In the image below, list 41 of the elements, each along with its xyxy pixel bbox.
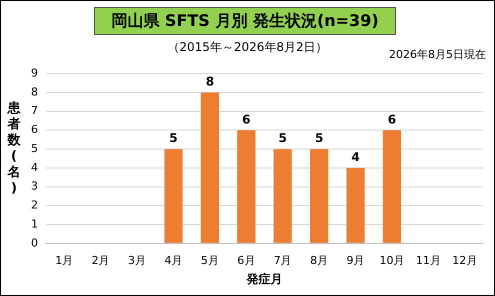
data-label: 5 xyxy=(314,131,324,146)
x-tick-label: 7月 xyxy=(274,254,292,267)
y-tick-label: 9 xyxy=(31,66,38,80)
x-axis-title: 発症月 xyxy=(246,272,282,286)
data-label: 8 xyxy=(206,74,214,89)
y-tick-label: 1 xyxy=(31,217,38,230)
bar xyxy=(237,130,256,243)
y-tick-label: 2 xyxy=(31,198,38,212)
x-tick-label: 6月 xyxy=(237,254,256,267)
data-label: 5 xyxy=(169,131,178,146)
text: 2026年8月5日現在 xyxy=(389,47,486,62)
y-tick-label: 4 xyxy=(31,160,38,174)
data-label: 6 xyxy=(242,112,250,126)
x-tick-label: 8月 xyxy=(310,254,328,267)
bar xyxy=(274,149,292,243)
bar xyxy=(164,149,183,243)
bar xyxy=(310,149,328,243)
y-tick-label: 0 xyxy=(31,236,38,250)
data-label: 5 xyxy=(278,131,287,146)
data-label: 4 xyxy=(351,150,360,164)
y-tick-label: 8 xyxy=(31,85,38,98)
data-label: 6 xyxy=(388,112,396,126)
chart-title: 岡山県 SFTS 月別 発生状況(n=39) xyxy=(111,10,379,32)
x-tick-label: 5月 xyxy=(200,254,219,267)
y-tick-label: 7 xyxy=(31,104,38,118)
x-tick-label: 9月 xyxy=(346,254,365,267)
x-tick-label: 1月 xyxy=(55,254,74,267)
bar xyxy=(200,92,219,243)
bar xyxy=(346,168,365,243)
chart-subtitle: （2015年～2026年8月2日） xyxy=(167,40,328,54)
x-tick-label: 3月 xyxy=(128,254,146,267)
x-tick-label: 4月 xyxy=(164,254,182,267)
x-tick-label: 10月 xyxy=(379,254,404,267)
x-tick-label: 2月 xyxy=(92,254,110,267)
y-tick-label: 5 xyxy=(31,142,38,155)
y-axis-title: 患者数(名) xyxy=(6,101,22,197)
bar xyxy=(382,130,402,243)
y-tick-label: 3 xyxy=(31,180,38,193)
x-tick-label: 12月 xyxy=(452,254,478,267)
y-tick-label: 6 xyxy=(31,123,38,136)
x-tick-label: 11月 xyxy=(416,254,441,267)
